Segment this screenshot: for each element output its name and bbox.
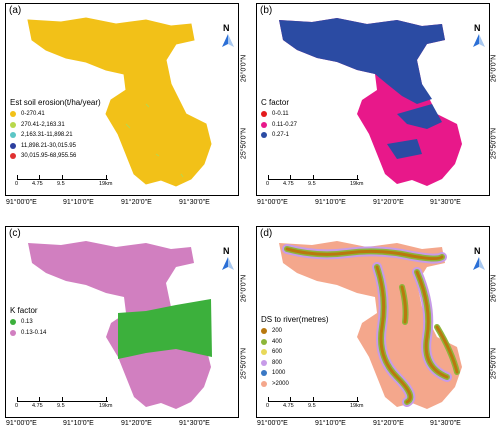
north-label: N bbox=[474, 246, 481, 256]
legend-item: 0.11-0.27 bbox=[261, 120, 297, 131]
x-tick-label: 91°30'0"E bbox=[430, 420, 461, 427]
x-tick-label: 91°30'0"E bbox=[179, 420, 210, 427]
x-tick-label: 91°20'0"E bbox=[121, 420, 152, 427]
legend-swatch bbox=[261, 338, 267, 345]
y-tick-label: 26°0'0"N bbox=[490, 54, 498, 83]
north-arrow-icon: N bbox=[471, 246, 487, 271]
x-tick-label: 91°20'0"E bbox=[373, 199, 404, 206]
x-tick-label: 91°00'0"E bbox=[6, 420, 37, 427]
panel-label-d: (d) bbox=[260, 228, 273, 239]
legend-swatch bbox=[261, 328, 267, 335]
legend-item: 0-0.11 bbox=[261, 109, 297, 120]
north-arrow-icon: N bbox=[220, 23, 236, 48]
legend-item: 0-270.41 bbox=[10, 109, 101, 120]
legend-a: Est soil erosion(t/ha/year) 0-270.41 270… bbox=[10, 97, 101, 162]
y-tick-label: 26°0'0"N bbox=[490, 274, 498, 303]
x-tick-label: 91°00'0"E bbox=[257, 420, 288, 427]
y-tick-label: 26°0'0"N bbox=[240, 274, 248, 303]
map-panel-b: (b) N C factor 0-0.11 0.11-0.27 0.27-1 0… bbox=[256, 3, 490, 196]
panel-label-a: (a) bbox=[9, 5, 22, 16]
legend-title: C factor bbox=[261, 98, 290, 107]
x-tick-label: 91°10'0"E bbox=[63, 420, 94, 427]
legend-item: >2000 bbox=[261, 379, 329, 390]
map-panel-a: (a) N Est soil erosion(t/ha/year) 0-270.… bbox=[5, 3, 239, 196]
district-map-distance-to-river bbox=[279, 241, 462, 409]
legend-item: 800 bbox=[261, 358, 329, 369]
legend-swatch bbox=[261, 121, 267, 128]
scale-bar: 0 4.75 9.5 19km bbox=[266, 174, 376, 190]
y-tick-label: 25°50'0"N bbox=[240, 127, 248, 160]
scale-bar: 0 4.75 9.5 19km bbox=[15, 396, 125, 412]
x-tick-label: 91°10'0"E bbox=[315, 199, 346, 206]
legend-swatch bbox=[10, 111, 16, 118]
district-map-soil-erosion bbox=[27, 17, 212, 187]
legend-swatch bbox=[261, 359, 267, 366]
legend-d: DS to river(metres) 200 400 600 800 1000… bbox=[261, 314, 329, 389]
north-arrow-icon: N bbox=[220, 246, 236, 271]
x-tick-label: 91°30'0"E bbox=[430, 199, 461, 206]
legend-swatch bbox=[10, 132, 16, 139]
legend-swatch bbox=[10, 329, 16, 336]
legend-item: 400 bbox=[261, 337, 329, 348]
legend-c: K factor 0.13 0.13-0.14 bbox=[10, 305, 46, 338]
legend-swatch bbox=[10, 142, 16, 149]
legend-item: 270.41-2,163.31 bbox=[10, 120, 101, 131]
legend-item: 0.27-1 bbox=[261, 130, 297, 141]
legend-title: Est soil erosion(t/ha/year) bbox=[10, 98, 101, 107]
scale-bar: 0 4.75 9.5 19km bbox=[15, 174, 125, 190]
legend-item: 600 bbox=[261, 347, 329, 358]
legend-swatch bbox=[261, 380, 267, 387]
y-tick-label: 25°50'0"N bbox=[240, 347, 248, 380]
legend-item: 11,898.21-30,015.95 bbox=[10, 141, 101, 152]
north-arrow-icon: N bbox=[471, 23, 487, 48]
legend-swatch bbox=[10, 319, 16, 326]
map-panel-c: (c) N K factor 0.13 0.13-0.14 0 4.75 9.5… bbox=[5, 226, 239, 418]
x-tick-label: 91°30'0"E bbox=[179, 199, 210, 206]
x-tick-label: 91°20'0"E bbox=[373, 420, 404, 427]
y-tick-label: 25°50'0"N bbox=[490, 347, 498, 380]
x-tick-label: 91°00'0"E bbox=[257, 199, 288, 206]
legend-swatch bbox=[10, 121, 16, 128]
legend-swatch bbox=[261, 132, 267, 139]
north-label: N bbox=[223, 246, 230, 256]
legend-item: 2,163.31-11,898.21 bbox=[10, 130, 101, 141]
legend-item: 0.13 bbox=[10, 317, 46, 328]
x-tick-label: 91°20'0"E bbox=[121, 199, 152, 206]
legend-item: 30,015.95-68,955.56 bbox=[10, 151, 101, 162]
legend-b: C factor 0-0.11 0.11-0.27 0.27-1 bbox=[261, 97, 297, 141]
legend-title: DS to river(metres) bbox=[261, 315, 329, 324]
district-map-c-factor bbox=[279, 18, 462, 186]
district-map-k-factor bbox=[28, 241, 212, 409]
map-panel-d: (d) N DS to river(metres) 200 400 600 80… bbox=[256, 226, 490, 418]
x-tick-label: 91°10'0"E bbox=[63, 199, 94, 206]
north-label: N bbox=[223, 23, 230, 33]
legend-item: 200 bbox=[261, 326, 329, 337]
legend-swatch bbox=[261, 111, 267, 118]
panel-label-c: (c) bbox=[9, 228, 21, 239]
legend-swatch bbox=[261, 370, 267, 377]
panel-label-b: (b) bbox=[260, 5, 273, 16]
legend-swatch bbox=[10, 153, 16, 160]
legend-swatch bbox=[261, 349, 267, 356]
y-tick-label: 26°0'0"N bbox=[240, 54, 248, 83]
x-tick-label: 91°00'0"E bbox=[6, 199, 37, 206]
legend-title: K factor bbox=[10, 306, 38, 315]
scale-bar: 0 4.75 9.5 19km bbox=[266, 396, 376, 412]
x-tick-label: 91°10'0"E bbox=[315, 420, 346, 427]
legend-item: 0.13-0.14 bbox=[10, 328, 46, 339]
north-label: N bbox=[474, 23, 481, 33]
y-tick-label: 25°50'0"N bbox=[490, 127, 498, 160]
legend-item: 1000 bbox=[261, 368, 329, 379]
